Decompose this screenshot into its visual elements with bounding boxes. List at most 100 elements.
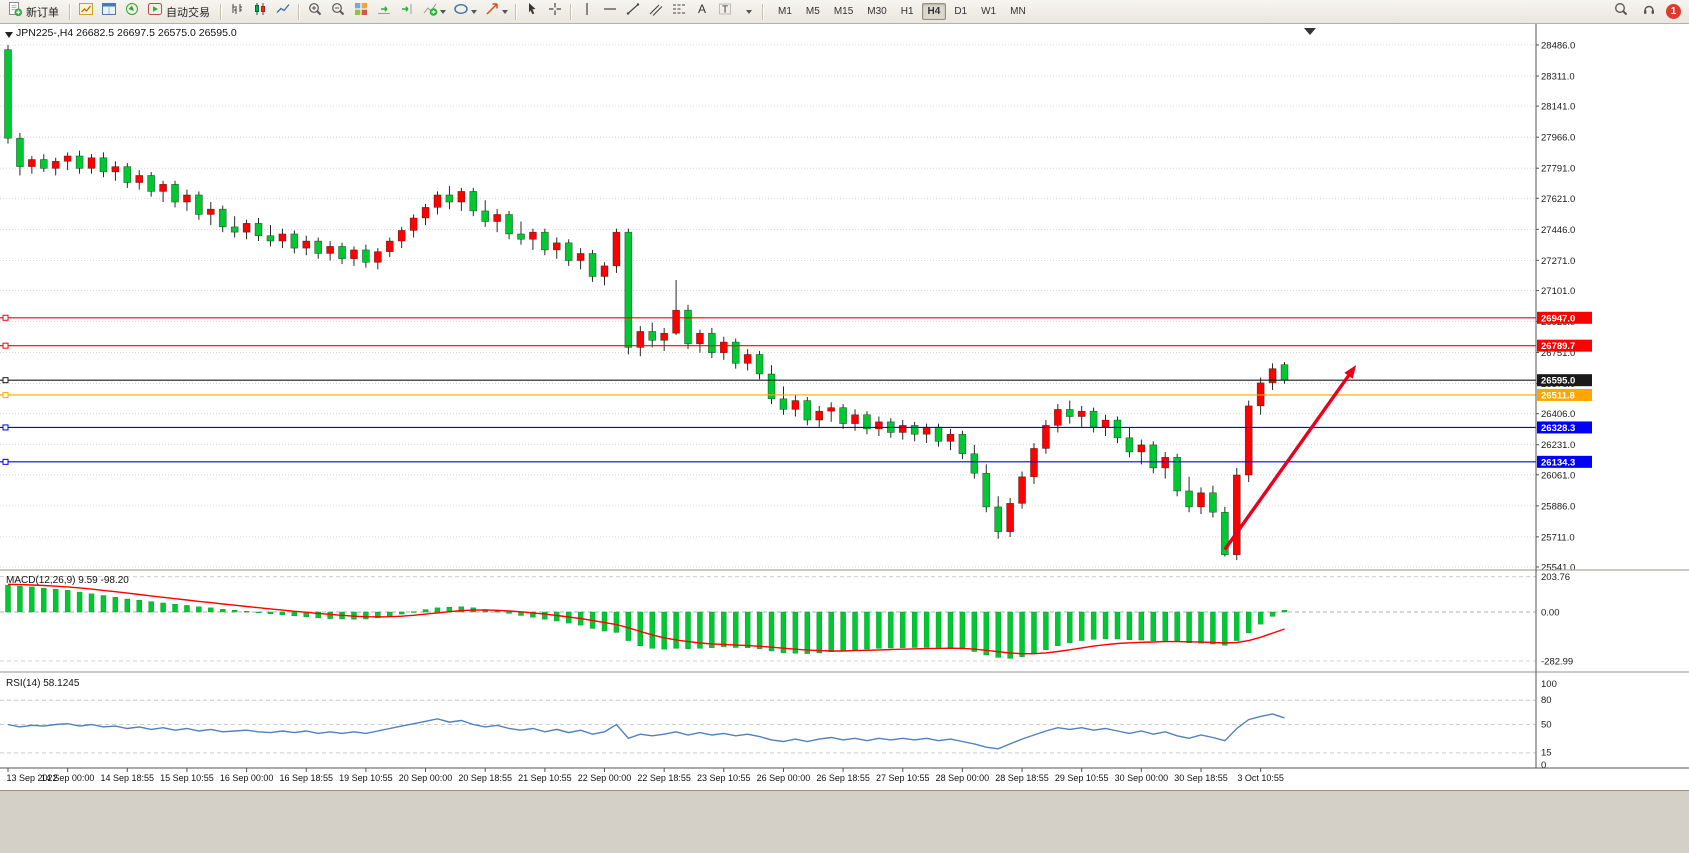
support-button[interactable] bbox=[1638, 1, 1660, 22]
tile-windows-button[interactable] bbox=[350, 1, 372, 22]
chart-shift-marker bbox=[1304, 28, 1316, 35]
svg-text:15 Sep 10:55: 15 Sep 10:55 bbox=[160, 773, 214, 783]
zoom-out-button[interactable] bbox=[327, 1, 349, 22]
tab-timeframe-w1[interactable]: W1 bbox=[975, 3, 1002, 20]
svg-text:14 Sep 00:00: 14 Sep 00:00 bbox=[41, 773, 95, 783]
bar-chart-mode-button[interactable] bbox=[226, 1, 248, 22]
cycles-icon bbox=[453, 1, 469, 22]
svg-text:26751.0: 26751.0 bbox=[1541, 348, 1575, 359]
svg-text:14 Sep 18:55: 14 Sep 18:55 bbox=[101, 773, 155, 783]
svg-text:28141.0: 28141.0 bbox=[1541, 102, 1575, 113]
svg-text:26511.8: 26511.8 bbox=[1541, 390, 1575, 401]
crosshair-button[interactable] bbox=[544, 1, 566, 22]
svg-text:26231.0: 26231.0 bbox=[1541, 440, 1575, 451]
data-window-button[interactable] bbox=[98, 1, 120, 22]
svg-text:28311.0: 28311.0 bbox=[1541, 72, 1575, 83]
rsi-panel: 100 80 50 150 bbox=[0, 679, 1557, 771]
vertical-line-icon bbox=[579, 1, 595, 22]
fibonacci-button[interactable] bbox=[668, 1, 690, 22]
cycles-button[interactable] bbox=[450, 1, 480, 22]
candlestick-mode-button[interactable] bbox=[249, 1, 271, 22]
auto-trading-button[interactable]: 自动交易 bbox=[144, 1, 216, 22]
svg-text:203.76: 203.76 bbox=[1541, 572, 1570, 583]
tab-timeframe-d1[interactable]: D1 bbox=[948, 3, 973, 20]
svg-text:27 Sep 10:55: 27 Sep 10:55 bbox=[876, 773, 930, 783]
chart-window[interactable]: 28486.0 28311.0 28141.0 27966.0 27791.0 27621… bbox=[0, 24, 1689, 790]
trendline-button[interactable] bbox=[622, 1, 644, 22]
tab-timeframe-h1[interactable]: H1 bbox=[895, 3, 920, 20]
svg-text:28 Sep 00:00: 28 Sep 00:00 bbox=[936, 773, 990, 783]
toolbar-separator bbox=[762, 3, 764, 20]
chart-shift-icon bbox=[399, 1, 415, 22]
new-order-button[interactable]: 新订单 bbox=[4, 1, 65, 22]
label-tool-button[interactable]: T bbox=[714, 1, 736, 22]
svg-text:26134.3: 26134.3 bbox=[1541, 457, 1575, 468]
symbol-ohlc-label: JPN225-,H4 26682.5 26697.5 26575.0 26595… bbox=[16, 27, 237, 39]
auto-trading-icon bbox=[147, 1, 163, 22]
search-icon bbox=[1613, 1, 1629, 22]
svg-text:50: 50 bbox=[1541, 719, 1552, 730]
tab-timeframe-m5[interactable]: M5 bbox=[800, 3, 826, 20]
svg-text:0: 0 bbox=[1541, 760, 1546, 771]
new-order-icon bbox=[7, 1, 23, 22]
tab-timeframe-m15[interactable]: M15 bbox=[828, 3, 859, 20]
market-watch-button[interactable] bbox=[75, 1, 97, 22]
svg-text:80: 80 bbox=[1541, 695, 1552, 706]
objects-button[interactable] bbox=[481, 1, 511, 22]
svg-text:19 Sep 10:55: 19 Sep 10:55 bbox=[339, 773, 393, 783]
svg-text:3 Oct 10:55: 3 Oct 10:55 bbox=[1237, 773, 1284, 783]
svg-text:26789.7: 26789.7 bbox=[1541, 341, 1575, 352]
fibonacci-icon bbox=[671, 1, 687, 22]
shapes-button[interactable] bbox=[737, 1, 758, 22]
vertical-line-button[interactable] bbox=[576, 1, 598, 22]
svg-text:26 Sep 18:55: 26 Sep 18:55 bbox=[816, 773, 870, 783]
auto-trading-label: 自动交易 bbox=[166, 6, 210, 19]
zoom-out-icon bbox=[330, 1, 346, 22]
svg-text:30 Sep 00:00: 30 Sep 00:00 bbox=[1115, 773, 1169, 783]
cursor-button[interactable] bbox=[521, 1, 543, 22]
auto-scroll-button[interactable] bbox=[373, 1, 395, 22]
svg-text:26947.0: 26947.0 bbox=[1541, 313, 1575, 324]
search-button[interactable] bbox=[1610, 1, 1632, 22]
tab-timeframe-m1[interactable]: M1 bbox=[772, 3, 798, 20]
channel-button[interactable] bbox=[645, 1, 667, 22]
svg-text:20 Sep 00:00: 20 Sep 00:00 bbox=[399, 773, 453, 783]
tab-timeframe-m30[interactable]: M30 bbox=[861, 3, 892, 20]
svg-text:15: 15 bbox=[1541, 748, 1552, 759]
svg-text:16 Sep 00:00: 16 Sep 00:00 bbox=[220, 773, 274, 783]
main-toolbar: 新订单 自动交易 bbox=[0, 0, 1689, 24]
toolbar-separator bbox=[298, 3, 300, 20]
svg-text:27446.0: 27446.0 bbox=[1541, 225, 1575, 236]
toolbar-separator bbox=[220, 3, 222, 20]
macd-label: MACD(12,26,9) 9.59 -98.20 bbox=[6, 575, 129, 586]
one-click-toggle-icon[interactable] bbox=[5, 32, 13, 38]
trend-arrow bbox=[1223, 365, 1357, 551]
navigator-icon bbox=[124, 1, 140, 22]
indicators-button[interactable] bbox=[419, 1, 449, 22]
price-chart[interactable]: 28486.0 28311.0 28141.0 27966.0 27791.0 27621… bbox=[0, 24, 1689, 790]
rsi-label: RSI(14) 58.1245 bbox=[6, 678, 80, 689]
chart-shift-button[interactable] bbox=[396, 1, 418, 22]
svg-text:22 Sep 00:00: 22 Sep 00:00 bbox=[578, 773, 632, 783]
svg-text:27271.0: 27271.0 bbox=[1541, 256, 1575, 267]
notification-badge[interactable]: 1 bbox=[1666, 4, 1681, 19]
line-chart-mode-button[interactable] bbox=[272, 1, 294, 22]
navigator-button[interactable] bbox=[121, 1, 143, 22]
svg-text:26 Sep 00:00: 26 Sep 00:00 bbox=[757, 773, 811, 783]
cursor-icon bbox=[524, 1, 540, 22]
data-window-icon bbox=[101, 1, 117, 22]
zoom-in-icon bbox=[307, 1, 323, 22]
horizontal-line-button[interactable] bbox=[599, 1, 621, 22]
tab-timeframe-h4[interactable]: H4 bbox=[921, 3, 947, 20]
tab-timeframe-mn[interactable]: MN bbox=[1004, 3, 1032, 20]
zoom-in-button[interactable] bbox=[304, 1, 326, 22]
horizontal-line-icon bbox=[602, 1, 618, 22]
svg-text:28 Sep 18:55: 28 Sep 18:55 bbox=[995, 773, 1049, 783]
svg-text:28486.0: 28486.0 bbox=[1541, 41, 1575, 52]
candles bbox=[4, 45, 1289, 561]
svg-text:26406.0: 26406.0 bbox=[1541, 409, 1575, 420]
text-tool-button[interactable]: A bbox=[691, 1, 713, 22]
label-tool-icon: T bbox=[717, 1, 733, 22]
auto-scroll-icon bbox=[376, 1, 392, 22]
